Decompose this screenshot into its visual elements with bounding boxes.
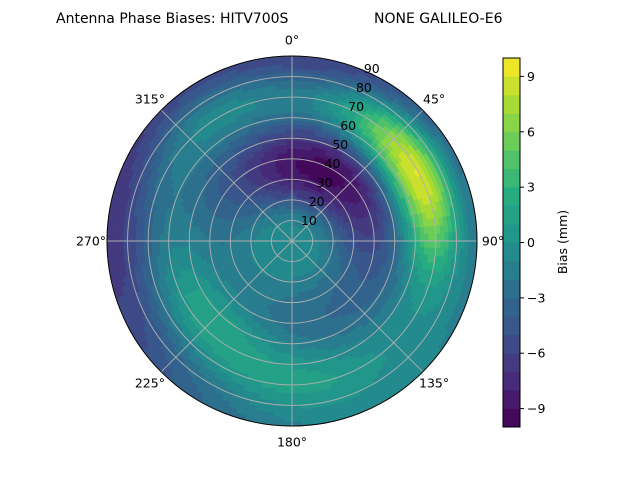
chart-subtitle: NONE GALILEO-E6 [374,11,503,27]
chart-title: Antenna Phase Biases: HITV700S [56,11,289,27]
contour-field [107,56,477,426]
